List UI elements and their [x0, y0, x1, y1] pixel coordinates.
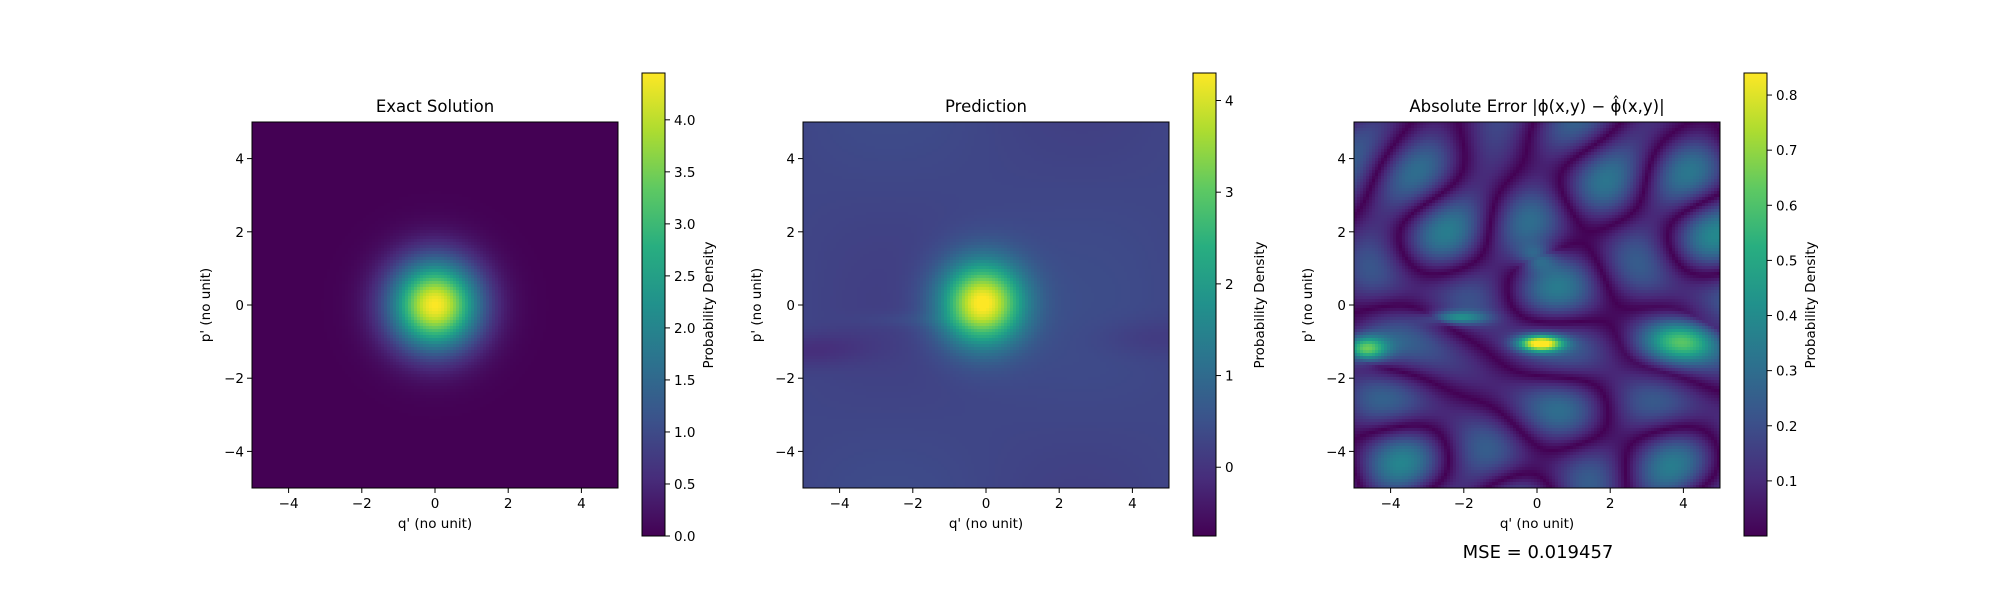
colorbar-label-3: Probability Density	[1803, 242, 1819, 369]
colorbar-tick-label: 0.2	[1776, 419, 1797, 435]
colorbar-ticks-1: 0.0 0.5 1.0 1.5 2.0 2.5 3.0 3.5 4.0	[665, 113, 695, 545]
y-tick-label: −2	[224, 371, 244, 387]
x-tick-label: 0	[982, 496, 991, 512]
y-tick-label: −4	[224, 444, 244, 460]
heatmap-2-container	[803, 122, 1169, 488]
x-tick-label: −2	[352, 496, 372, 512]
colorbar-tick-label: 2.5	[674, 269, 695, 285]
colorbar-tick-label: 3	[1225, 185, 1234, 201]
colorbar-tick-label: 0.4	[1776, 309, 1797, 325]
colorbar-frame-2	[1192, 72, 1217, 537]
colorbar-ticks-2: 0 1 2 3 4	[1216, 94, 1234, 476]
colorbar-tick-label: 1.5	[674, 373, 695, 389]
colorbar-frame-1	[641, 72, 666, 537]
y-axis-label-1: p' (no unit)	[198, 268, 214, 342]
x-tick-label: −4	[830, 496, 850, 512]
y-tick-label: 2	[786, 225, 795, 241]
colorbar-tick-label: 0.5	[1776, 253, 1797, 269]
y-tick-label: 0	[786, 298, 795, 314]
x-tick-label: 4	[577, 496, 586, 512]
x-tick-label: 4	[1128, 496, 1137, 512]
y-tick-label: 0	[235, 298, 244, 314]
colorbar-tick-label: 0.7	[1776, 143, 1797, 159]
x-axis-label-2: q' (no unit)	[949, 516, 1023, 532]
x-tick-label: 0	[1533, 496, 1542, 512]
colorbar-label-1: Probability Density	[701, 242, 717, 369]
heatmap-1-container	[252, 122, 618, 488]
y-tick-label: 4	[786, 152, 795, 168]
colorbar-tick-label: 0.0	[674, 529, 695, 545]
colorbar-tick-label: 0	[1225, 460, 1234, 476]
colorbar-tick-label: 0.5	[674, 477, 695, 493]
y-tick-label: −2	[1326, 371, 1346, 387]
x-axis-label-1: q' (no unit)	[398, 516, 472, 532]
heatmap-3	[1354, 122, 1720, 488]
x-tick-label: 0	[431, 496, 440, 512]
colorbar-1	[642, 73, 665, 536]
x-tick-label: −2	[903, 496, 923, 512]
colorbar-2	[1193, 73, 1216, 536]
x-tick-label: −2	[1454, 496, 1474, 512]
panel-1-title: Exact Solution	[376, 97, 494, 116]
colorbar-tick-label: 0.1	[1776, 474, 1797, 490]
y-ticks-1: −4 −2 0 2 4	[224, 152, 252, 460]
x-tick-label: 4	[1679, 496, 1688, 512]
heatmap-2	[803, 122, 1169, 488]
panel-2-title: Prediction	[945, 97, 1027, 116]
colorbar-3	[1744, 73, 1767, 536]
colorbar-tick-label: 2	[1225, 277, 1234, 293]
y-tick-label: −4	[775, 444, 795, 460]
x-tick-label: −4	[1381, 496, 1401, 512]
colorbar-tick-label: 1.0	[674, 425, 695, 441]
panel-absolute-error: Absolute Error |ϕ(x,y) − ϕ̂(x,y)| −4 −2 0 2…	[1300, 72, 1819, 563]
x-tick-label: 2	[1606, 496, 1615, 512]
y-tick-label: −4	[1326, 444, 1346, 460]
colorbar-frame-3	[1743, 72, 1768, 537]
colorbar-tick-label: 4	[1225, 94, 1234, 110]
y-axis-label-3: p' (no unit)	[1300, 268, 1316, 342]
colorbar-tick-label: 0.3	[1776, 364, 1797, 380]
colorbar-label-2: Probability Density	[1252, 242, 1268, 369]
x-tick-label: 2	[1055, 496, 1064, 512]
heatmap-1	[252, 122, 618, 488]
y-tick-label: 2	[235, 225, 244, 241]
panel-3-title: Absolute Error |ϕ(x,y) − ϕ̂(x,y)|	[1409, 96, 1664, 116]
colorbar-tick-label: 0.8	[1776, 88, 1797, 104]
panel-exact-solution: Exact Solution −4 −2 0 2 4 −4 −2 0 2 4 q' (no un…	[198, 72, 717, 545]
mse-annotation: MSE = 0.019457	[1463, 542, 1614, 563]
colorbar-ticks-3: 0.1 0.2 0.3 0.4 0.5 0.6 0.7 0.8	[1767, 88, 1797, 490]
y-ticks-2: −4 −2 0 2 4	[775, 152, 803, 460]
colorbar-tick-label: 0.6	[1776, 198, 1797, 214]
y-tick-label: 4	[235, 152, 244, 168]
y-ticks-3: −4 −2 0 2 4	[1326, 152, 1354, 460]
heatmap-3-container	[1354, 122, 1720, 488]
y-tick-label: 2	[1337, 225, 1346, 241]
y-tick-label: 4	[1337, 152, 1346, 168]
colorbar-tick-label: 1	[1225, 369, 1234, 385]
x-tick-label: −4	[279, 496, 299, 512]
colorbar-tick-label: 3.5	[674, 165, 695, 181]
x-ticks-1: −4 −2 0 2 4	[279, 488, 586, 512]
y-axis-label-2: p' (no unit)	[749, 268, 765, 342]
x-ticks-2: −4 −2 0 2 4	[830, 488, 1137, 512]
colorbar-tick-label: 2.0	[674, 321, 695, 337]
colorbar-tick-label: 3.0	[674, 217, 695, 233]
y-tick-label: 0	[1337, 298, 1346, 314]
x-tick-label: 2	[504, 496, 513, 512]
x-axis-label-3: q' (no unit)	[1500, 516, 1574, 532]
colorbar-tick-label: 4.0	[674, 113, 695, 129]
y-tick-label: −2	[775, 371, 795, 387]
x-ticks-3: −4 −2 0 2 4	[1381, 488, 1688, 512]
